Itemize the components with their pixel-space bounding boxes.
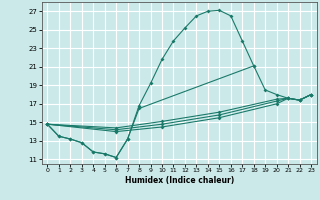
X-axis label: Humidex (Indice chaleur): Humidex (Indice chaleur) [124, 176, 234, 185]
